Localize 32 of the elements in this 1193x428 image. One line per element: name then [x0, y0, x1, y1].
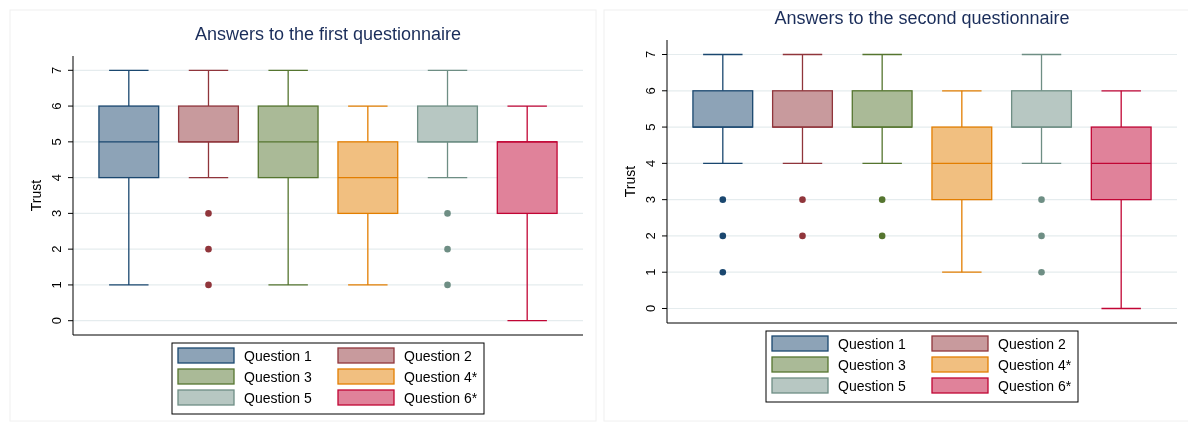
y-tick-label: 1 — [49, 281, 64, 289]
legend-label: Question 5 — [244, 389, 312, 406]
y-axis-title: Trust — [28, 179, 44, 212]
chart-title: Answers to the first questionnaire — [194, 24, 462, 44]
legend-label: Question 1 — [244, 347, 312, 364]
legend-label: Question 6* — [998, 377, 1072, 394]
y-tick-label: 7 — [49, 66, 64, 74]
y-tick-label: 0 — [643, 304, 658, 313]
legend-label: Question 2 — [404, 347, 472, 364]
y-tick-label: 7 — [643, 50, 658, 59]
y-tick-label: 5 — [49, 138, 64, 146]
legend-label: Question 1 — [838, 335, 906, 352]
y-tick-label: 6 — [49, 102, 64, 110]
y-tick-label: 3 — [643, 196, 658, 204]
y-tick-label: 5 — [643, 123, 658, 131]
y-axis-title: Trust — [622, 165, 638, 198]
y-tick-label: 2 — [643, 232, 658, 240]
legend-label: Question 6* — [404, 389, 478, 406]
chart-title: Answers to the second questionnaire — [774, 8, 1070, 28]
y-tick-label: 0 — [49, 317, 64, 325]
y-tick-label: 4 — [49, 174, 64, 182]
y-tick-label: 6 — [643, 87, 658, 95]
legend-label: Question 2 — [998, 335, 1066, 352]
y-tick-label: 1 — [643, 268, 658, 276]
legend-label: Question 4* — [404, 368, 478, 385]
y-tick-label: 2 — [49, 245, 64, 253]
legend-label: Question 3 — [838, 356, 906, 373]
legend-label: Question 4* — [998, 356, 1072, 373]
y-tick-label: 3 — [49, 209, 64, 217]
legend-label: Question 3 — [244, 368, 312, 385]
legend-label: Question 5 — [838, 377, 906, 394]
y-tick-label: 4 — [643, 159, 658, 167]
